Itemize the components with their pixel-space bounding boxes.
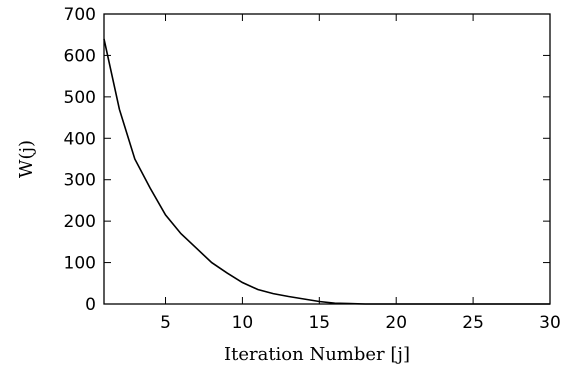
y-axis-label: W(j) (16, 140, 37, 178)
x-tick-label: 20 (385, 313, 407, 333)
y-tick-label: 700 (64, 5, 96, 25)
y-tick-label: 200 (64, 212, 96, 232)
y-tick-label: 600 (64, 46, 96, 66)
series-line (103, 38, 550, 305)
y-tick-label: 300 (64, 171, 96, 191)
y-tick-label: 0 (85, 295, 96, 315)
x-tick-label: 15 (308, 313, 330, 333)
y-tick-label: 400 (64, 129, 96, 149)
x-tick-label: 25 (462, 313, 484, 333)
plot-frame (103, 13, 551, 305)
x-tick-label: 10 (232, 313, 254, 333)
x-axis-label: Iteration Number [j] (224, 344, 410, 365)
y-tick-label: 500 (64, 88, 96, 108)
y-tick-label: 100 (64, 254, 96, 274)
x-tick-label: 5 (160, 313, 171, 333)
x-tick-label: 30 (539, 313, 561, 333)
